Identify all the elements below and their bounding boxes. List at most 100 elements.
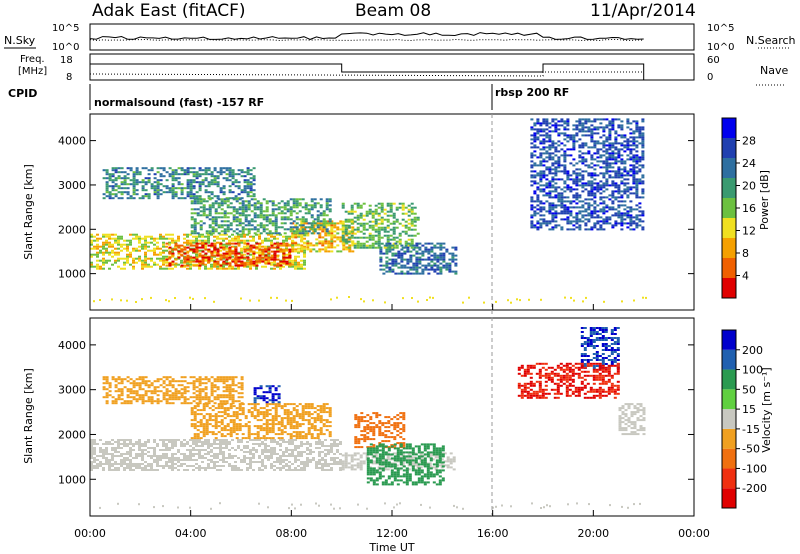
heatmap-cell bbox=[322, 218, 326, 221]
heatmap-cell bbox=[259, 216, 263, 219]
heatmap-cell bbox=[614, 162, 618, 165]
heatmap-cell bbox=[528, 298, 530, 301]
heatmap-cell bbox=[590, 162, 594, 165]
heatmap-cell bbox=[596, 190, 600, 193]
heatmap-cell bbox=[315, 467, 318, 469]
heatmap-cell bbox=[237, 439, 240, 441]
heatmap-cell bbox=[560, 148, 564, 151]
heatmap-cell bbox=[617, 204, 621, 207]
heatmap-cell bbox=[578, 228, 582, 231]
heatmap-cell bbox=[368, 236, 372, 239]
heatmap-cell bbox=[240, 175, 244, 178]
heatmap-cell bbox=[186, 465, 189, 467]
heatmap-cell bbox=[365, 236, 369, 239]
heatmap-cell bbox=[410, 208, 414, 211]
heatmap-cell bbox=[201, 457, 204, 459]
heatmap-cell bbox=[446, 464, 450, 467]
heatmap-cell bbox=[228, 457, 231, 459]
heatmap-cell bbox=[632, 120, 636, 123]
heatmap-cell bbox=[374, 222, 378, 225]
heatmap-cell bbox=[407, 222, 411, 225]
heatmap-cell bbox=[144, 167, 148, 170]
heatmap-cell bbox=[602, 146, 606, 149]
heatmap-cell bbox=[249, 244, 253, 247]
heatmap-cell bbox=[623, 208, 627, 211]
heatmap-cell bbox=[291, 453, 294, 455]
heatmap-cell bbox=[638, 220, 642, 223]
heatmap-cell bbox=[575, 124, 579, 127]
heatmap-cell bbox=[183, 171, 187, 174]
heatmap-cell bbox=[330, 459, 333, 461]
heatmap-cell bbox=[599, 184, 603, 187]
heatmap-cell bbox=[617, 156, 621, 159]
heatmap-cell bbox=[144, 390, 148, 393]
heatmap-cell bbox=[135, 394, 139, 397]
heatmap-cell bbox=[566, 120, 570, 123]
heatmap-cell bbox=[446, 460, 450, 463]
heatmap-cell bbox=[313, 206, 317, 209]
heatmap-cell bbox=[321, 230, 325, 233]
heatmap-cell bbox=[312, 244, 316, 247]
heatmap-cell bbox=[198, 187, 202, 190]
heatmap-cell bbox=[360, 298, 362, 301]
heatmap-cell bbox=[557, 120, 561, 123]
heatmap-cell bbox=[560, 164, 564, 167]
heatmap-cell bbox=[234, 256, 238, 259]
heatmap-cell bbox=[315, 441, 318, 443]
heatmap-cell bbox=[234, 181, 238, 184]
heatmap-cell bbox=[327, 242, 331, 245]
heatmap-cell bbox=[545, 122, 549, 125]
heatmap-cell bbox=[265, 208, 269, 211]
heatmap-cell bbox=[446, 456, 450, 459]
heatmap-cell bbox=[234, 237, 237, 240]
heatmap-cell bbox=[141, 380, 145, 383]
heatmap-cell bbox=[575, 168, 579, 171]
heatmap-cell bbox=[198, 451, 201, 453]
heatmap-cell bbox=[427, 262, 431, 265]
heatmap-cell bbox=[626, 210, 630, 213]
heatmap-cell bbox=[371, 244, 375, 247]
heatmap-cell bbox=[400, 256, 404, 259]
heatmap-cell bbox=[617, 160, 621, 163]
heatmap-cell bbox=[216, 250, 220, 253]
heatmap-cell bbox=[273, 439, 276, 441]
heatmap-cell bbox=[359, 206, 363, 209]
heatmap-cell bbox=[271, 212, 275, 215]
heatmap-cell bbox=[394, 258, 398, 261]
heatmap-cell bbox=[240, 197, 244, 200]
heatmap-cell bbox=[108, 175, 112, 178]
heatmap-cell bbox=[409, 258, 413, 261]
heatmap-cell bbox=[277, 206, 281, 209]
heatmap-cell bbox=[243, 189, 247, 192]
heatmap-cell bbox=[198, 264, 202, 267]
heatmap-cell bbox=[270, 241, 273, 244]
heatmap-cell bbox=[213, 254, 217, 257]
heatmap-cell bbox=[105, 187, 109, 190]
heatmap-cell bbox=[415, 242, 419, 245]
heatmap-cell bbox=[201, 179, 205, 182]
heatmap-cell bbox=[448, 270, 452, 273]
heatmap-cell bbox=[359, 216, 363, 219]
heatmap-cell bbox=[593, 208, 597, 211]
heatmap-cell bbox=[454, 262, 458, 265]
heatmap-cell bbox=[581, 178, 585, 181]
heatmap-cell bbox=[539, 202, 543, 205]
heatmap-cell bbox=[159, 251, 162, 254]
heatmap-cell bbox=[214, 222, 218, 225]
heatmap-cell bbox=[596, 140, 600, 143]
heatmap-cell bbox=[629, 224, 633, 227]
heatmap-cell bbox=[153, 388, 157, 391]
heatmap-cell bbox=[250, 210, 254, 213]
heatmap-cell bbox=[237, 181, 241, 184]
heatmap-cell bbox=[548, 144, 552, 147]
heatmap-cell bbox=[183, 455, 186, 457]
heatmap-cell bbox=[90, 265, 93, 268]
heatmap-cell bbox=[141, 449, 144, 451]
heatmap-cell bbox=[313, 198, 317, 201]
heatmap-cell bbox=[135, 179, 139, 182]
heatmap-cell bbox=[214, 212, 218, 215]
heatmap-cell bbox=[605, 164, 609, 167]
heatmap-cell bbox=[629, 152, 633, 155]
heatmap-cell bbox=[90, 255, 93, 258]
heatmap-cell bbox=[258, 467, 261, 469]
